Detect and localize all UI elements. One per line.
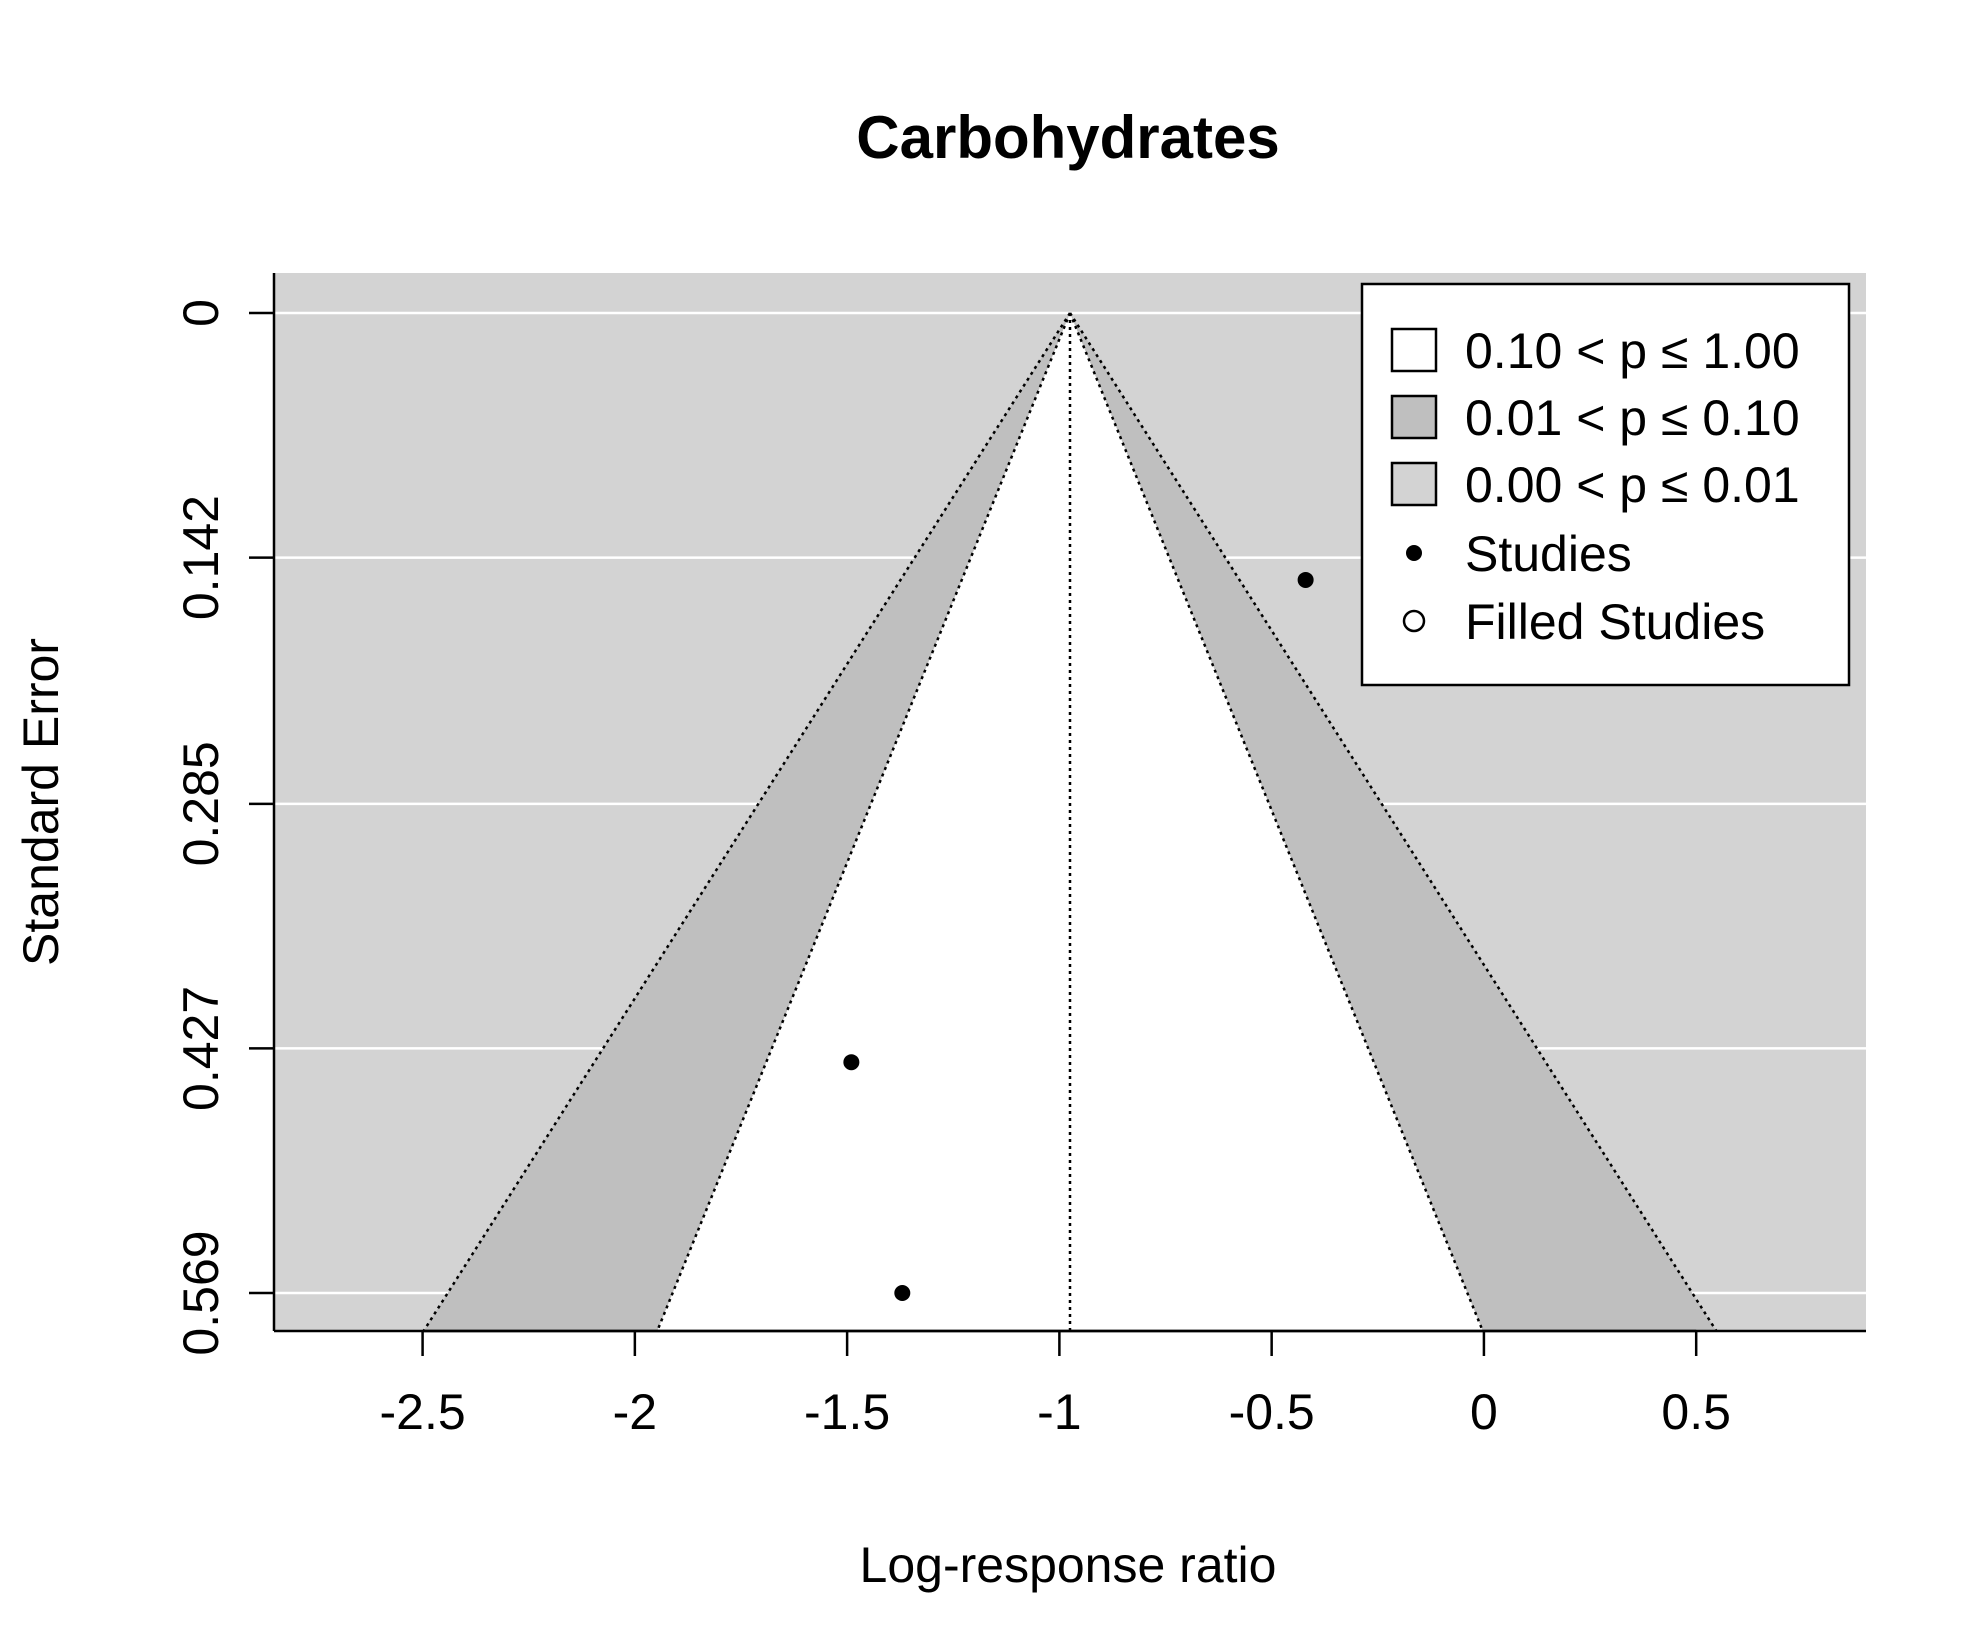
x-tick-label-6: 0.5 [1661, 1384, 1731, 1440]
legend-box [1360, 282, 1851, 687]
legend: 0.10 < p ≤ 1.00 0.01 < p ≤ 0.10 0.00 < p ≤… [1360, 282, 1851, 687]
study-point-3 [894, 1285, 911, 1301]
legend-marker-filled-studies [1402, 609, 1426, 633]
legend-swatch-2 [1390, 461, 1438, 507]
legend-swatch-1 [1390, 394, 1438, 440]
y-tick-label-1: 0.142 [173, 495, 229, 620]
x-tick-label-2: -1.5 [804, 1384, 890, 1440]
x-axis-title: Log-response ratio [860, 1537, 1277, 1593]
y-tick-label-2: 0.285 [173, 741, 229, 866]
y-axis: 0 0.142 0.285 0.427 0.569 [173, 273, 276, 1356]
y-axis-title: Standard Error [13, 638, 69, 966]
y-tick-label-4: 0.569 [173, 1230, 229, 1355]
x-tick-label-1: -2 [613, 1384, 657, 1440]
legend-label-0: 0.10 < p ≤ 1.00 [1465, 323, 1800, 379]
funnel-edge-outer-left [422, 312, 1072, 1331]
study-point-1 [1297, 571, 1314, 588]
funnel-edge-inner-left [655, 312, 1072, 1331]
legend-label-3: Studies [1465, 526, 1632, 582]
legend-label-4: Filled Studies [1465, 594, 1765, 650]
contour-p100 [657, 313, 1483, 1331]
y-tick-label-0: 0 [173, 299, 229, 327]
legend-marker-studies [1406, 545, 1422, 561]
legend-label-1: 0.01 < p ≤ 0.10 [1465, 390, 1800, 446]
funnel-edge-inner-right [1068, 312, 1485, 1331]
x-axis: -2.5 -2 -1.5 -1 -0.5 0 0.5 [274, 1329, 1866, 1440]
legend-swatch-0 [1390, 327, 1438, 373]
x-tick-label-4: -0.5 [1229, 1384, 1315, 1440]
x-tick-label-5: 0 [1470, 1384, 1498, 1440]
x-tick-label-3: -1 [1037, 1384, 1081, 1440]
funnel-edge-outer-right [1068, 312, 1718, 1331]
legend-label-2: 0.00 < p ≤ 0.01 [1465, 457, 1800, 513]
y-tick-label-3: 0.427 [173, 986, 229, 1111]
x-tick-label-0: -2.5 [380, 1384, 466, 1440]
chart-title: Carbohydrates [856, 104, 1279, 171]
study-point-2 [843, 1054, 860, 1071]
